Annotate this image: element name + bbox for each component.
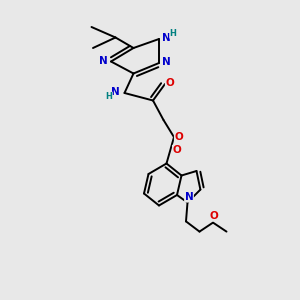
Text: O: O bbox=[165, 78, 174, 88]
Text: N: N bbox=[99, 56, 108, 66]
Text: N: N bbox=[111, 87, 120, 98]
Text: N: N bbox=[162, 57, 171, 68]
Text: H: H bbox=[170, 29, 176, 38]
Text: H: H bbox=[106, 92, 112, 101]
Text: N: N bbox=[184, 192, 194, 202]
Text: O: O bbox=[172, 145, 181, 155]
Text: O: O bbox=[209, 211, 218, 221]
Text: O: O bbox=[174, 131, 183, 142]
Text: N: N bbox=[162, 33, 171, 43]
